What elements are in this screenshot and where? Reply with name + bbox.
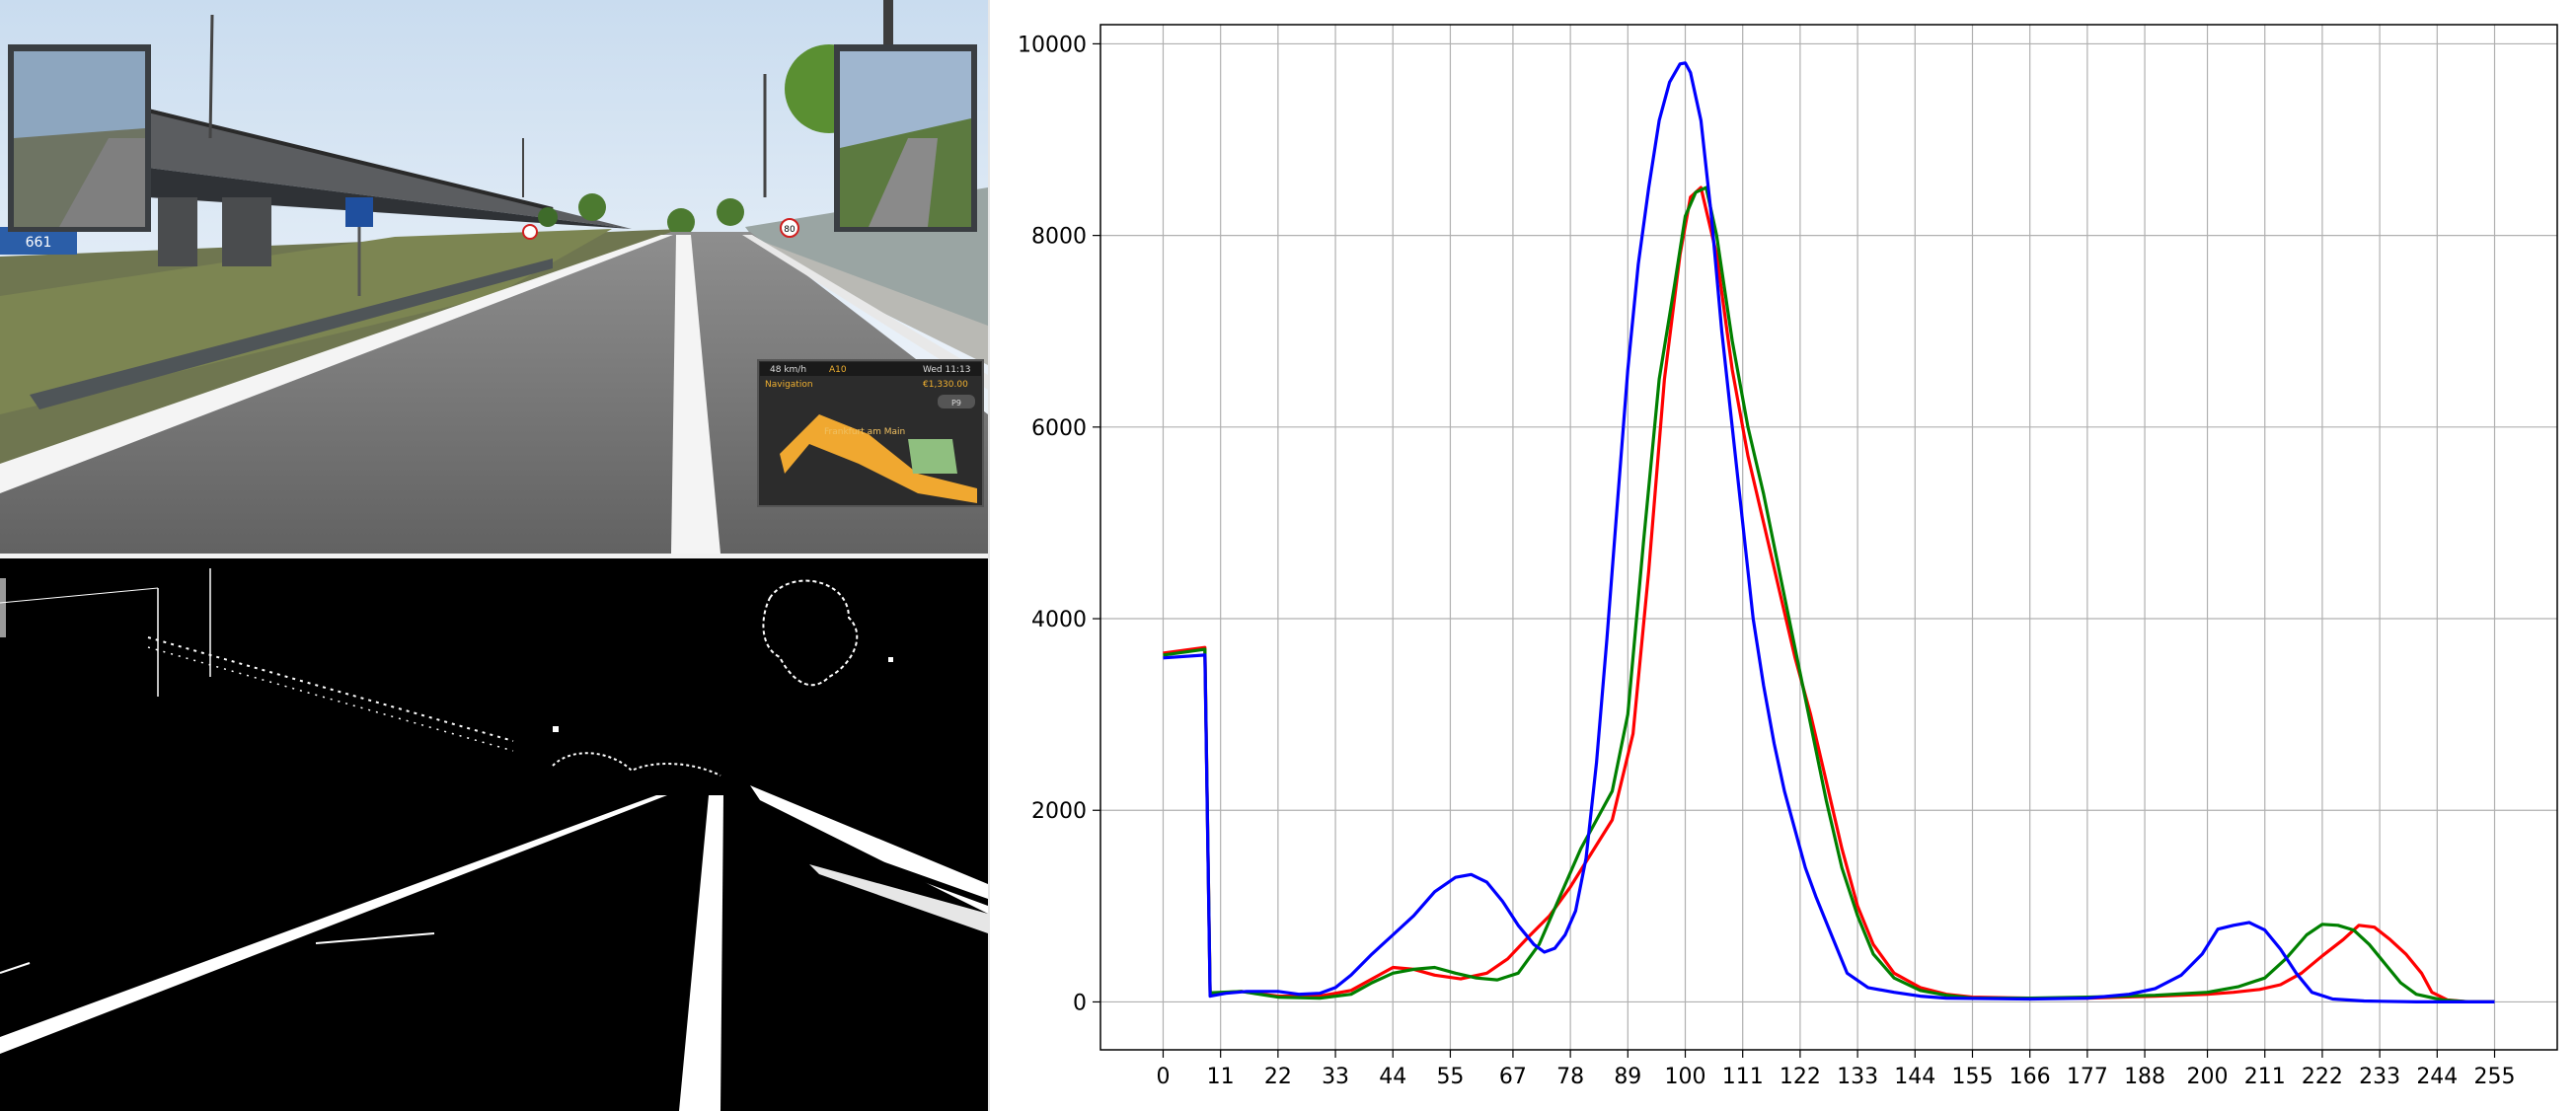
- x-tick-label: 233: [2359, 1065, 2400, 1089]
- y-tick-label: 6000: [1031, 416, 1087, 441]
- y-tick-label: 0: [1073, 991, 1087, 1015]
- blue-channel-line: [1163, 61, 2495, 1003]
- x-tick-label: 67: [1499, 1065, 1527, 1089]
- x-tick-label: 211: [2244, 1065, 2286, 1089]
- x-tick-label: 155: [1951, 1065, 1993, 1089]
- x-tick-label: 111: [1722, 1065, 1764, 1089]
- road-scene: 661 80 48 km/h A10 Wed 11:13 Navigation …: [0, 0, 988, 554]
- x-tick-label: 133: [1837, 1065, 1878, 1089]
- x-tick-label: 11: [1207, 1065, 1235, 1089]
- x-tick-label: 100: [1665, 1065, 1706, 1089]
- svg-text:P9: P9: [951, 399, 961, 407]
- x-tick-label: 22: [1264, 1065, 1292, 1089]
- y-tick-label: 8000: [1031, 225, 1087, 250]
- chart-grid: [1100, 25, 2557, 1050]
- red-channel-line: [1163, 185, 2495, 1003]
- gps-button: [938, 395, 975, 408]
- x-tick-label: 255: [2474, 1065, 2516, 1089]
- x-tick-label: 55: [1436, 1065, 1464, 1089]
- x-tick-label: 78: [1556, 1065, 1584, 1089]
- x-tick-label: 244: [2416, 1065, 2458, 1089]
- thresholded-mask-view: [0, 558, 988, 1111]
- panel-separator: [988, 0, 990, 1111]
- x-tick-label: 0: [1156, 1065, 1170, 1089]
- gps-title: Navigation: [765, 380, 813, 390]
- x-tick-label: 188: [2124, 1065, 2165, 1089]
- x-axis-ticks: 0 11 22 33 44 55 67 78 89 100 111 122 133 144 155 166 17…: [1156, 1050, 2516, 1089]
- plot-frame: [1099, 24, 2558, 1051]
- gps-road: A10: [829, 365, 847, 375]
- x-tick-label: 222: [2302, 1065, 2343, 1089]
- y-axis-ticks: 0 2000 4000 6000 8000 10000: [1018, 33, 1100, 1015]
- gps-navigation-panel: 48 km/h A10 Wed 11:13 Navigation €1,330.…: [757, 359, 984, 507]
- exit-sign-label: 661: [26, 235, 52, 251]
- x-tick-label: 33: [1322, 1065, 1349, 1089]
- gps-time: Wed 11:13: [923, 365, 970, 375]
- image-divider: [0, 554, 988, 558]
- histogram-chart: 0 11 22 33 44 55 67 78 89 100 111 122 133 144 155 166 17…: [990, 0, 2576, 1111]
- gps-city: Frankfurt am Main: [824, 427, 905, 437]
- x-tick-label: 44: [1379, 1065, 1406, 1089]
- mask-image: [0, 558, 988, 1111]
- gps-speed: 48 km/h: [770, 365, 806, 375]
- x-tick-label: 177: [2067, 1065, 2108, 1089]
- y-tick-label: 4000: [1031, 608, 1087, 632]
- x-tick-label: 122: [1780, 1065, 1821, 1089]
- y-tick-label: 2000: [1031, 799, 1087, 824]
- x-tick-label: 200: [2187, 1065, 2229, 1089]
- green-channel-line: [1163, 185, 2495, 1003]
- x-tick-label: 89: [1614, 1065, 1641, 1089]
- chart-canvas: 0 11 22 33 44 55 67 78 89 100 111 122 133 144 155 166 17…: [1018, 24, 2558, 1089]
- gps-money: €1,330.00: [923, 380, 968, 390]
- x-tick-label: 144: [1894, 1065, 1935, 1089]
- y-tick-label: 10000: [1018, 33, 1087, 57]
- x-tick-label: 166: [2009, 1065, 2051, 1089]
- game-camera-view: 661 80 48 km/h A10 Wed 11:13 Navigation …: [0, 0, 988, 554]
- speed-limit-sign: 80: [784, 225, 796, 235]
- chart-series: [1163, 61, 2495, 1003]
